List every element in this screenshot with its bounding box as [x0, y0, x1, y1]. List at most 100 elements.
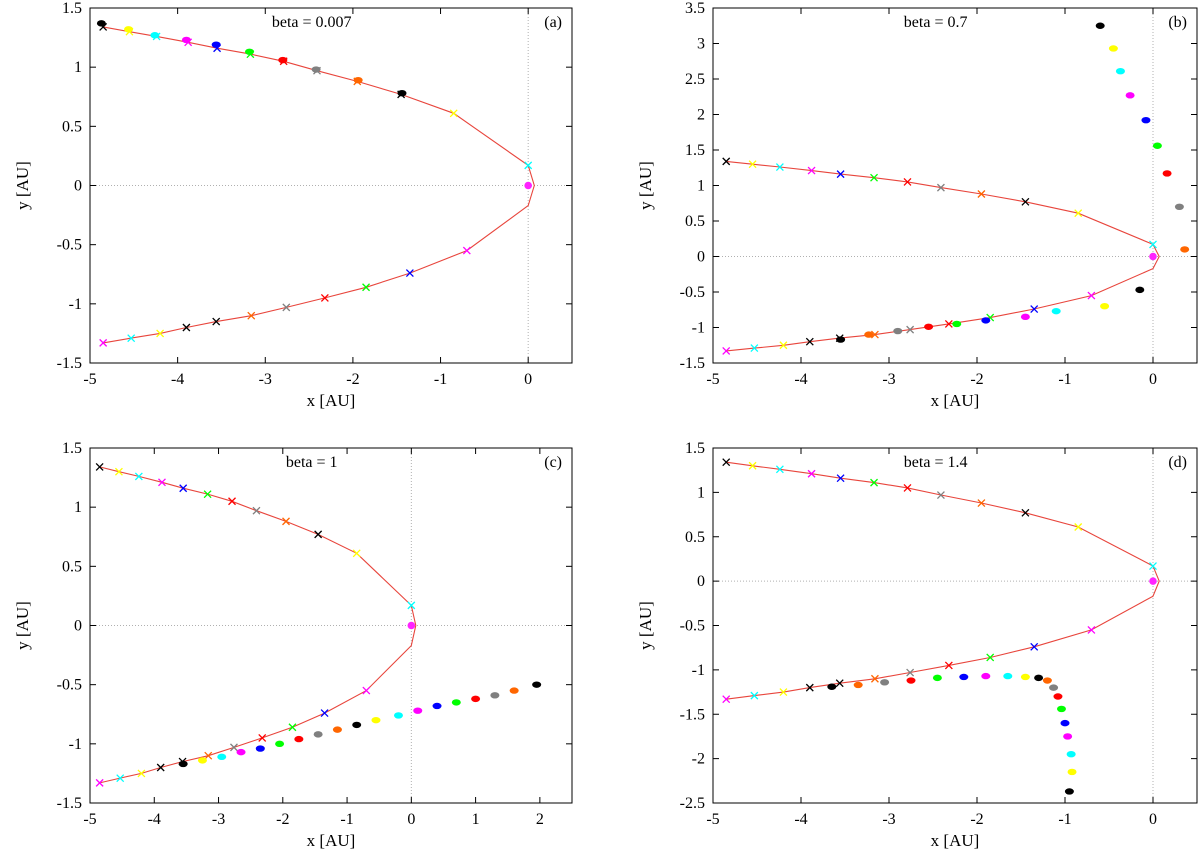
dust-clump: [1020, 313, 1030, 321]
orbit-marker: [805, 683, 814, 692]
dust-clump: [393, 712, 403, 719]
dust-clump: [864, 331, 874, 338]
y-tick-label: 0.5: [685, 529, 705, 546]
y-tick-label: 2: [697, 107, 705, 124]
orbit-marker: [722, 458, 731, 467]
x-tick-label: -1: [340, 811, 353, 828]
orbit-marker: [936, 183, 945, 192]
orbit-marker: [524, 161, 533, 170]
orbit-marker: [870, 478, 878, 487]
orbit-marker: [779, 341, 788, 350]
orbit-marker: [722, 157, 731, 166]
dust-clump: [906, 677, 916, 684]
y-tick-label: -1.5: [680, 355, 705, 372]
dust-clump: [952, 320, 962, 328]
y-tick-label: 1: [74, 59, 82, 76]
orbit-marker: [944, 661, 953, 670]
plot-frame: [712, 7, 1198, 364]
dust-clump: [924, 323, 934, 330]
dust-clump: [1066, 750, 1076, 758]
orbit-marker: [1030, 642, 1039, 651]
dust-clump: [311, 66, 321, 73]
dust-clump: [1067, 768, 1077, 776]
plot-frame: [89, 7, 573, 364]
dust-clump: [981, 317, 991, 324]
y-tick-label: 3: [697, 36, 705, 53]
x-tick-label: -4: [794, 371, 807, 388]
orbit-marker: [182, 323, 191, 332]
orbit-marker: [314, 530, 323, 539]
x-tick-label: -1: [434, 371, 447, 388]
dust-clump: [1180, 246, 1190, 253]
orbit-marker: [775, 163, 784, 171]
orbit-marker: [836, 170, 845, 179]
orbit-marker: [156, 329, 165, 338]
dust-clump: [827, 683, 837, 690]
x-tick-label: 1: [472, 811, 480, 828]
x-tick-label: -3: [259, 371, 272, 388]
orbit-marker: [807, 469, 816, 478]
orbit-marker: [1021, 197, 1030, 206]
sun-marker: [1149, 577, 1157, 585]
x-tick-label: -3: [882, 811, 895, 828]
orbit-marker: [282, 303, 291, 312]
panel-c: -5 -4 -3 -2 -1 0 1 2 -1.5 -1 -0.5 0 0.5 1 1.5 beta = 1 (…: [13, 440, 573, 850]
dust-clump: [836, 336, 846, 343]
dust-clump: [1135, 286, 1145, 294]
y-tick-label: -0.5: [680, 618, 705, 635]
dust-clump: [490, 692, 500, 699]
beta-annotation: beta = 1: [286, 454, 338, 471]
dust-clump: [255, 745, 265, 752]
y-axis-label: y [AU]: [13, 161, 32, 210]
y-tick-label: 1.5: [62, 0, 82, 17]
dust-clump: [1060, 719, 1070, 727]
y-tick-label: -1: [692, 662, 705, 679]
plot-frame: [89, 447, 573, 804]
panel-a: -5 -4 -3 -2 -1 0 -1.5 -1 -0.5 0 0.5 1 1.5 beta = 0.00…: [13, 0, 573, 410]
orbit-marker: [748, 461, 757, 470]
orbit-curve: [99, 466, 417, 784]
orbit-marker: [405, 269, 414, 278]
orbit-marker: [362, 283, 371, 292]
x-tick-label: -3: [212, 811, 225, 828]
orbit-marker: [903, 177, 912, 186]
dust-clump: [471, 695, 481, 703]
y-tick-label: -1: [692, 320, 705, 337]
orbit-marker: [252, 506, 261, 515]
dust-clump: [197, 757, 207, 764]
orbit-marker: [352, 549, 361, 558]
dust-clump: [371, 716, 381, 724]
y-tick-label: -1: [69, 296, 82, 313]
beta-annotation: beta = 0.007: [272, 14, 352, 31]
orbit-marker: [1087, 291, 1096, 300]
orbit-marker: [722, 695, 731, 704]
orbit-marker: [835, 679, 844, 688]
orbit-marker: [944, 319, 953, 328]
y-tick-label: -0.5: [57, 237, 82, 254]
y-tick-label: -0.5: [57, 677, 82, 694]
sun-marker: [407, 621, 416, 630]
orbit-marker: [906, 668, 915, 677]
orbit-marker: [462, 246, 471, 255]
orbit-marker: [95, 462, 104, 471]
panel-label: (c): [544, 454, 562, 471]
dust-clump: [96, 20, 106, 27]
dust-clump: [1108, 45, 1118, 52]
y-tick-label: 1.5: [62, 440, 82, 457]
dust-clump: [1020, 673, 1030, 681]
orbit-marker: [750, 691, 759, 700]
orbit-marker: [127, 334, 136, 343]
dust-clump: [1034, 674, 1044, 682]
orbit-marker: [158, 478, 166, 487]
x-axis-label: x [AU]: [307, 831, 356, 850]
orbit-marker: [722, 346, 731, 355]
y-tick-label: -1.5: [57, 795, 82, 812]
dust-clump: [1162, 170, 1172, 177]
orbit-marker: [977, 190, 986, 198]
y-tick-label: 1: [697, 484, 705, 501]
orbit-marker: [288, 723, 297, 732]
dust-clump: [1063, 733, 1073, 740]
x-tick-label: -2: [346, 371, 359, 388]
orbit-marker: [320, 709, 329, 718]
dust-clump: [893, 327, 903, 335]
